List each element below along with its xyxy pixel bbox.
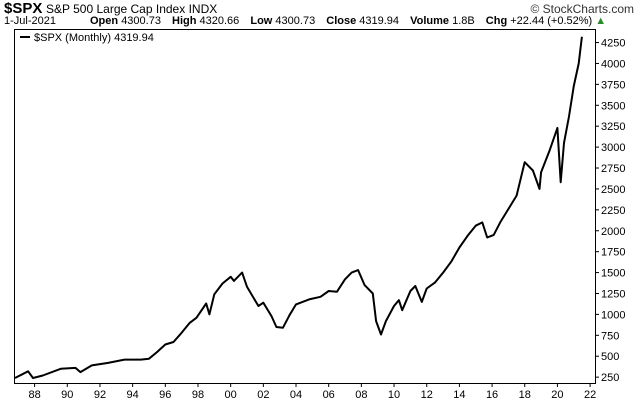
y-tick-label: 500	[601, 351, 619, 363]
x-tick-label: 02	[257, 389, 269, 401]
volume-value: 1.8B	[452, 15, 475, 27]
y-tick-label: 3250	[601, 121, 625, 133]
x-tick-label: 22	[584, 389, 596, 401]
y-tick-label: 2500	[601, 184, 625, 196]
close-value: 4319.94	[359, 15, 400, 27]
close-label: Close	[326, 15, 357, 27]
y-axis: 250 500 750 1000 1250 1500 1750 2000 2250 2500 275…	[595, 38, 625, 384]
chg-label: Chg	[485, 15, 508, 27]
stockcharts-brand: © StockCharts.com	[530, 2, 634, 16]
open-label: Open	[90, 15, 119, 27]
index-name: S&P 500 Large Cap Index	[46, 2, 186, 16]
index-description: S&P 500 Large Cap Index INDX	[46, 2, 217, 16]
y-tick-label: 2750	[601, 163, 625, 175]
x-tick-label: 06	[323, 389, 335, 401]
y-tick-label: 4000	[601, 58, 625, 70]
y-tick-label: 250	[601, 372, 619, 384]
up-arrow-icon: ▲	[595, 15, 607, 27]
open-value: 4300.73	[121, 15, 161, 27]
high-label: High	[172, 15, 197, 27]
quote-summary-line: 1-Jul-2021 Open 4300.73 High 4320.66 Low…	[4, 15, 636, 29]
x-axis: 88 90 92 94 96 98 00 02 04 06 08 10 12 14 16 18 20 22	[28, 383, 596, 401]
volume-label: Volume	[410, 15, 450, 27]
x-tick-label: 18	[519, 389, 531, 401]
y-tick-label: 3750	[601, 79, 625, 91]
x-tick-label: 20	[551, 389, 563, 401]
x-tick-label: 00	[225, 389, 237, 401]
x-tick-label: 14	[453, 389, 465, 401]
x-tick-label: 16	[486, 389, 498, 401]
y-tick-label: 750	[601, 330, 619, 342]
x-tick-label: 10	[388, 389, 400, 401]
x-tick-label: 98	[192, 389, 204, 401]
low-label: Low	[250, 15, 273, 27]
chart-header-title: $SPX S&P 500 Large Cap Index INDX © Stoc…	[4, 0, 636, 17]
y-tick-label: 2250	[601, 205, 625, 217]
x-tick-label: 08	[355, 389, 367, 401]
x-tick-label: 94	[127, 389, 139, 401]
ticker-symbol: $SPX	[4, 0, 43, 17]
ohlc-values: Open 4300.73 High 4320.66 Low 4300.73 Cl…	[90, 15, 606, 27]
y-tick-label: 1250	[601, 288, 625, 300]
x-tick-label: 12	[421, 389, 433, 401]
spx-price-line	[14, 36, 583, 379]
x-tick-label: 96	[159, 389, 171, 401]
y-tick-label: 3500	[601, 100, 625, 112]
y-tick-label: 1750	[601, 247, 625, 259]
plot-frame	[14, 29, 596, 384]
y-tick-label: 4250	[601, 38, 625, 50]
y-tick-label: 1000	[601, 309, 625, 321]
x-tick-label: 90	[61, 389, 73, 401]
y-tick-label: 1500	[601, 268, 625, 280]
x-tick-label: 04	[290, 389, 302, 401]
y-tick-label: 3000	[601, 142, 625, 154]
quote-date: 1-Jul-2021	[4, 15, 56, 27]
x-tick-label: 88	[28, 389, 40, 401]
exchange-code: INDX	[188, 2, 218, 16]
high-value: 4320.66	[199, 15, 240, 27]
x-tick-label: 92	[94, 389, 106, 401]
low-value: 4300.73	[275, 15, 316, 27]
y-tick-label: 2000	[601, 226, 625, 238]
chg-value: +22.44 (+0.52%)	[510, 15, 593, 27]
legend-label: $SPX (Monthly) 4319.94	[34, 32, 154, 44]
